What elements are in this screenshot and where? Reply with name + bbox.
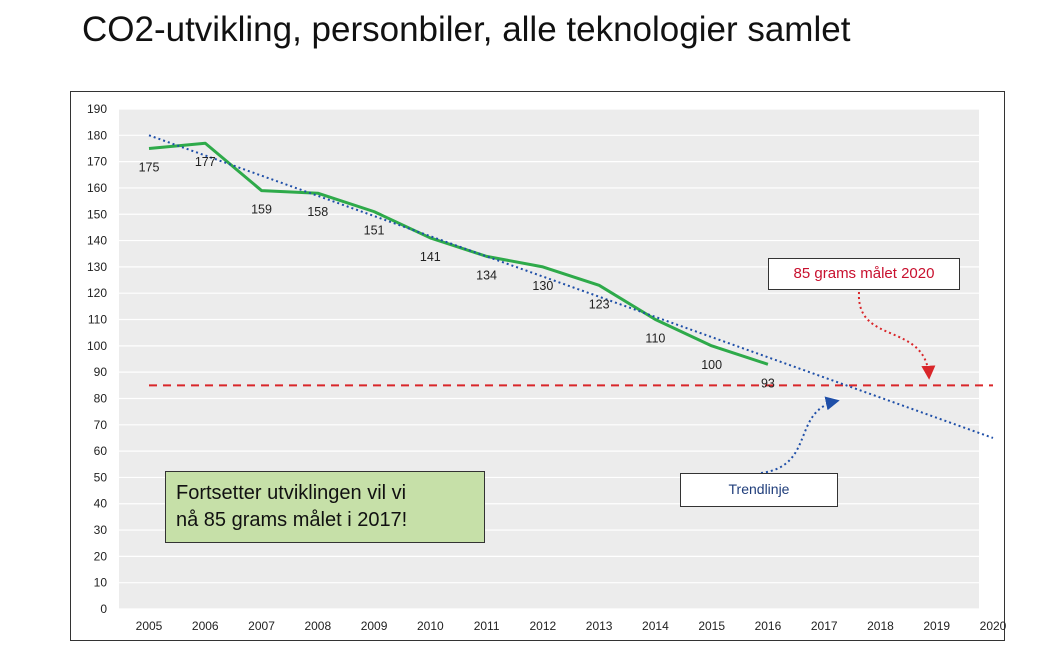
x-tick-label: 2020 bbox=[980, 619, 1006, 633]
y-tick-label: 90 bbox=[94, 365, 108, 379]
data-label: 93 bbox=[761, 376, 775, 390]
chart-frame: 0 10 20 30 40 50 60 70 80 90 100 110 120 130 140 150 160… bbox=[70, 91, 1006, 641]
y-tick-label: 170 bbox=[87, 155, 107, 169]
y-tick-label: 120 bbox=[87, 286, 107, 300]
goal-callout: 85 grams målet 2020 bbox=[768, 258, 960, 290]
y-tick-label: 150 bbox=[87, 207, 107, 221]
co2-line-chart: 0 10 20 30 40 50 60 70 80 90 100 110 120 130 140 150 160… bbox=[87, 102, 1006, 633]
data-label: 159 bbox=[251, 203, 272, 217]
x-tick-label: 2014 bbox=[642, 619, 669, 633]
data-label: 175 bbox=[139, 160, 160, 174]
y-tick-label: 130 bbox=[87, 260, 107, 274]
note-line-2: nå 85 grams målet i 2017! bbox=[176, 509, 408, 531]
y-tick-label: 190 bbox=[87, 102, 107, 116]
goal-arrow bbox=[857, 291, 936, 380]
note-line-1: Fortsetter utviklingen vil vi bbox=[176, 482, 407, 504]
y-tick-label: 160 bbox=[87, 181, 107, 195]
y-tick-label: 100 bbox=[87, 339, 107, 353]
x-tick-label: 2012 bbox=[530, 619, 557, 633]
y-tick-label: 30 bbox=[94, 523, 108, 537]
x-tick-label: 2018 bbox=[867, 619, 894, 633]
y-tick-label: 50 bbox=[94, 470, 108, 484]
data-label: 123 bbox=[589, 297, 610, 311]
data-label: 151 bbox=[364, 224, 385, 238]
y-tick-label: 70 bbox=[94, 418, 108, 432]
y-tick-label: 110 bbox=[88, 313, 107, 327]
y-tick-label: 10 bbox=[94, 576, 108, 590]
x-tick-label: 2016 bbox=[755, 619, 782, 633]
x-tick-label: 2009 bbox=[361, 619, 388, 633]
x-tick-label: 2019 bbox=[923, 619, 950, 633]
x-tick-label: 2007 bbox=[248, 619, 275, 633]
trendline-callout: Trendlinje bbox=[680, 473, 838, 507]
y-tick-label: 40 bbox=[94, 497, 108, 511]
slide-title: CO2-utvikling, personbiler, alle teknolo… bbox=[82, 10, 851, 49]
y-tick-label: 180 bbox=[87, 128, 107, 142]
x-tick-label: 2006 bbox=[192, 619, 219, 633]
x-tick-label: 2011 bbox=[474, 619, 500, 633]
x-tick-label: 2008 bbox=[304, 619, 331, 633]
data-label: 110 bbox=[645, 332, 665, 346]
y-tick-label: 140 bbox=[87, 234, 107, 248]
data-label: 130 bbox=[532, 279, 553, 293]
x-tick-label: 2015 bbox=[698, 619, 725, 633]
x-tick-label: 2017 bbox=[811, 619, 838, 633]
x-tick-label: 2005 bbox=[136, 619, 163, 633]
actual-co2-line bbox=[148, 141, 769, 366]
data-label: 100 bbox=[701, 358, 722, 372]
data-label: 141 bbox=[420, 250, 441, 264]
y-tick-label: 80 bbox=[94, 391, 108, 405]
data-label: 158 bbox=[307, 205, 328, 219]
data-label: 177 bbox=[195, 155, 216, 169]
x-tick-label: 2010 bbox=[417, 619, 444, 633]
x-tick-label: 2013 bbox=[586, 619, 613, 633]
data-label: 134 bbox=[476, 268, 497, 282]
y-tick-label: 20 bbox=[94, 549, 108, 563]
trendline-arrow bbox=[760, 396, 840, 474]
y-tick-label: 0 bbox=[100, 602, 107, 616]
y-tick-label: 60 bbox=[94, 444, 108, 458]
note-box: Fortsetter utviklingen vil vi nå 85 gram… bbox=[165, 471, 485, 543]
